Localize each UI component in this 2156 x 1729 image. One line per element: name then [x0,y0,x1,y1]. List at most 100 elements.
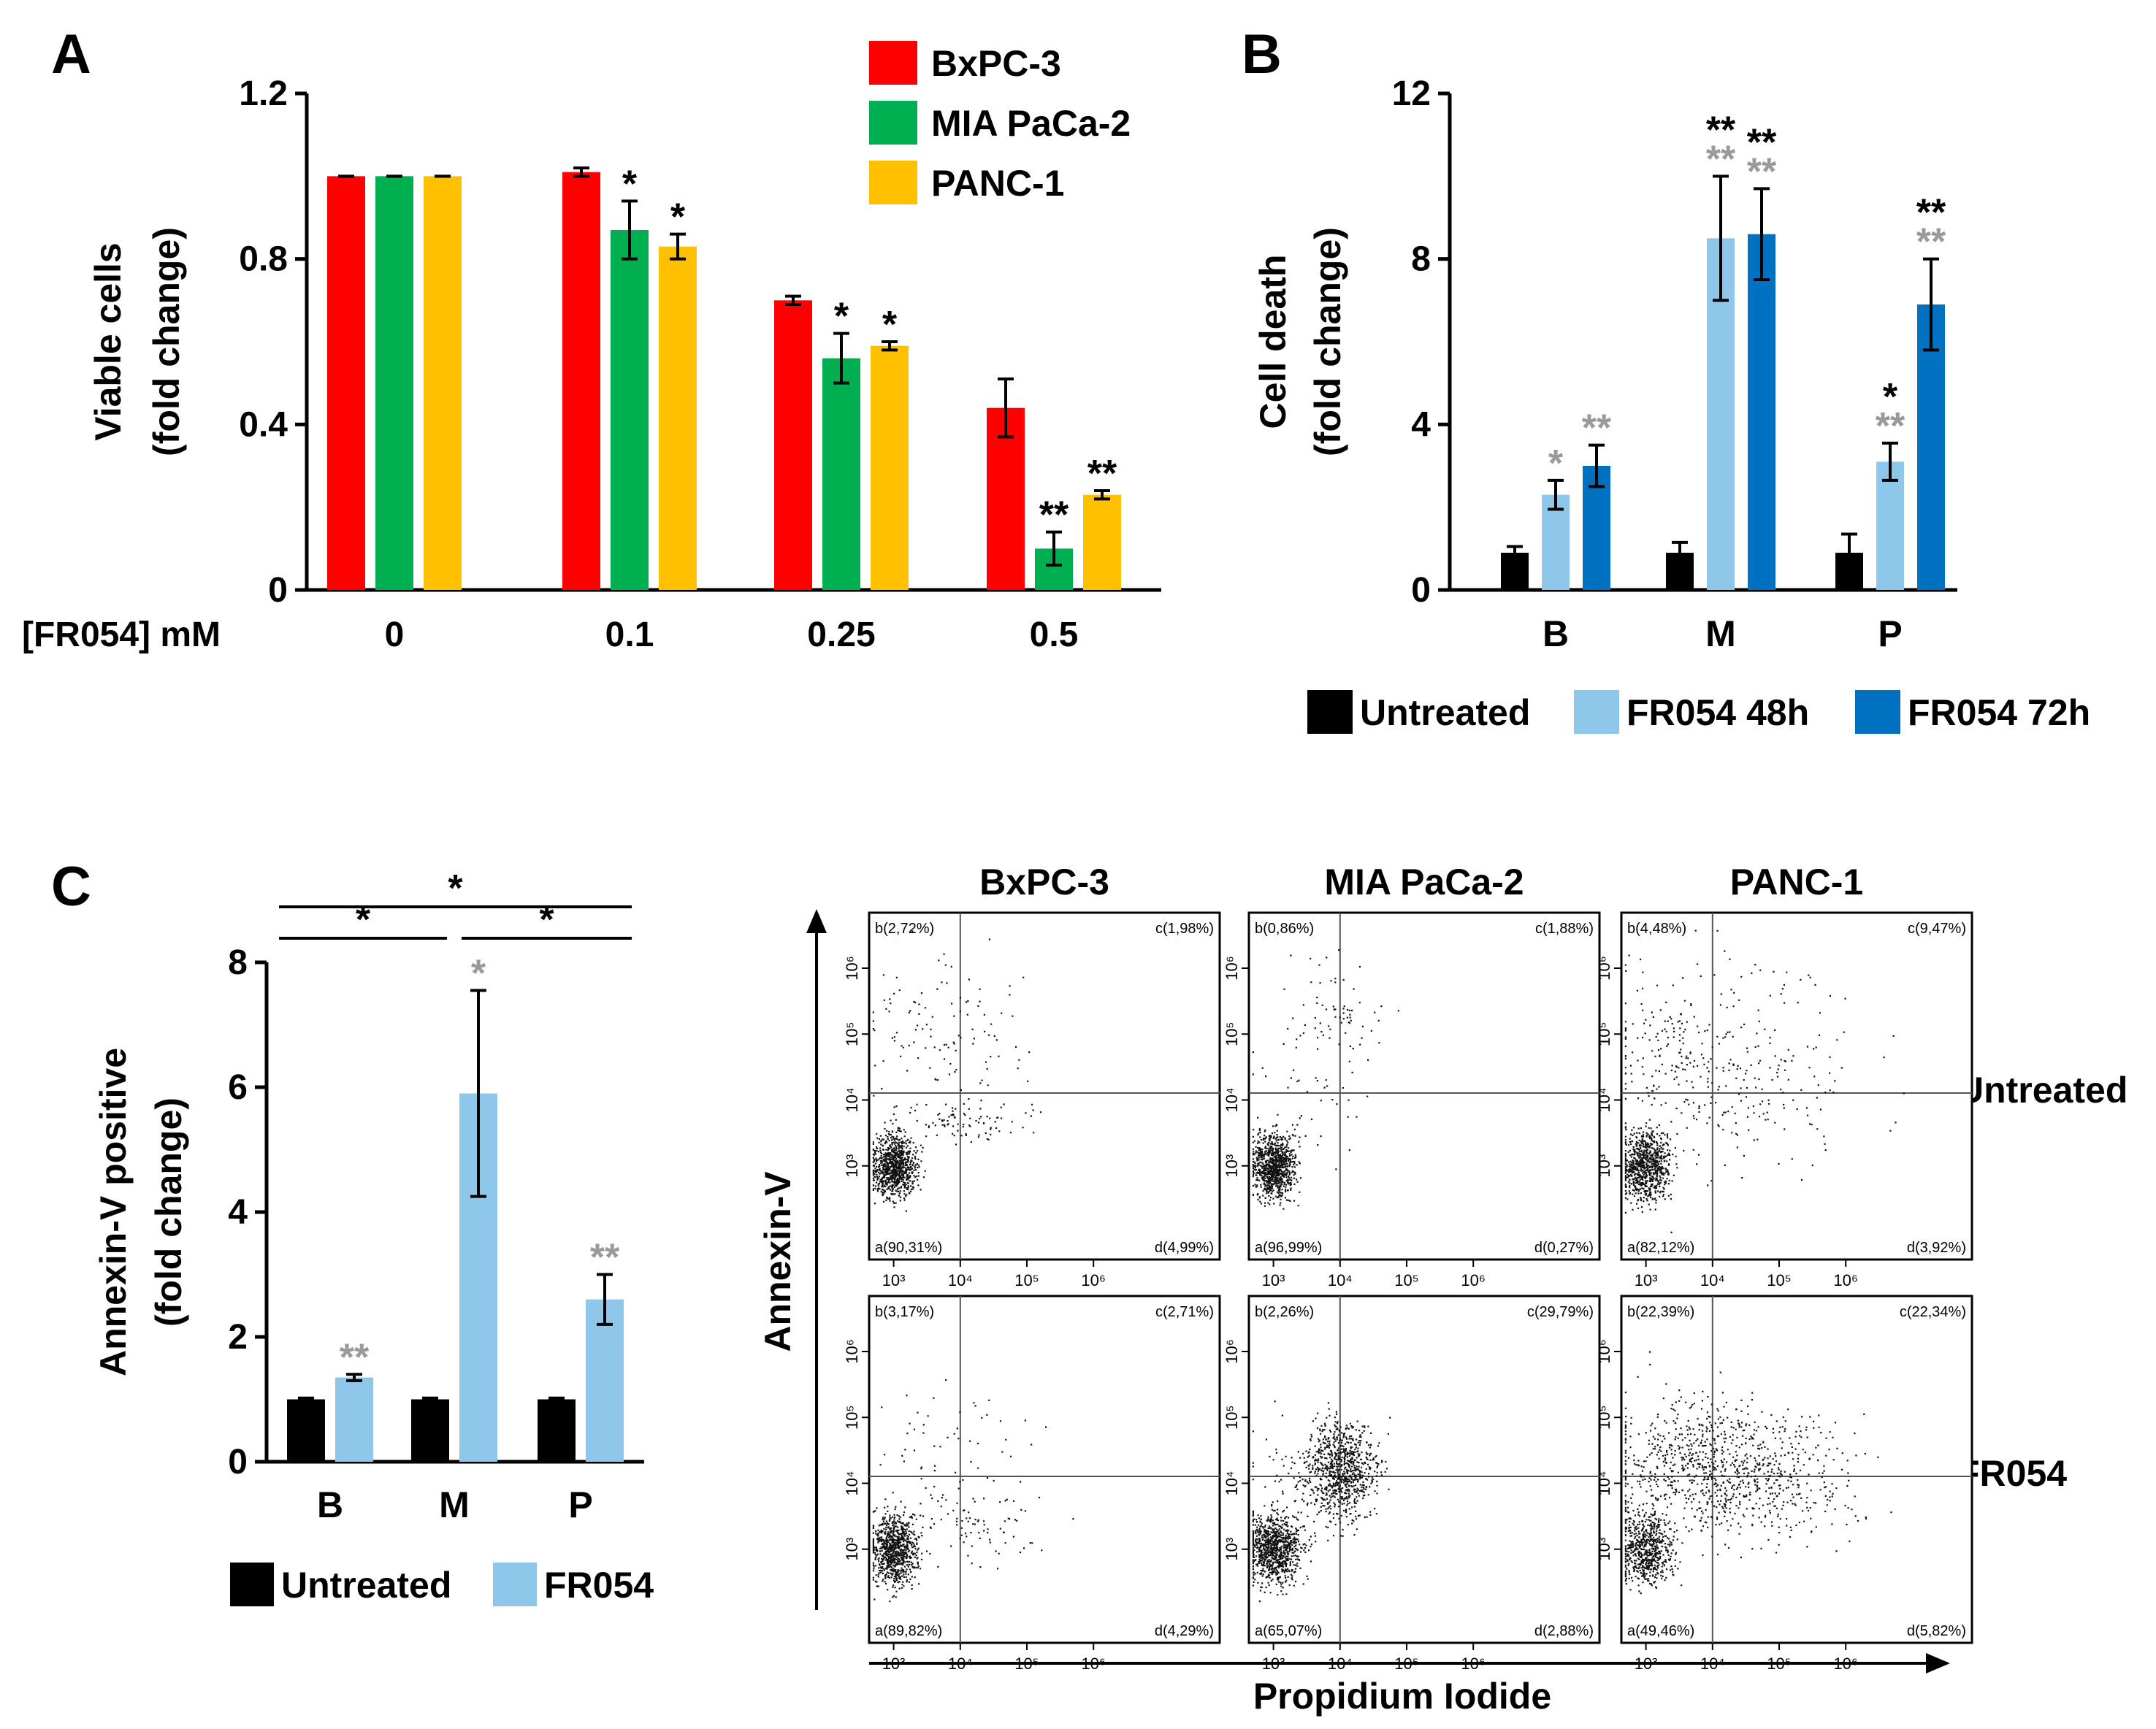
comparison-marker: * [539,899,554,941]
y-tick-label: 10⁶ [1223,956,1241,981]
x-tick-label: 10³ [1635,1655,1658,1673]
bar [822,358,860,590]
legend-swatch [869,161,917,204]
y-tick-label: 4 [228,1193,248,1232]
quadrant-label: b(2,26%) [1255,1304,1314,1320]
x-tick-label: 10³ [882,1271,906,1289]
y-tick-label: 10⁴ [1595,1471,1613,1496]
pi-axis-label: Propidium Iodide [1253,1676,1551,1717]
quadrant-label: c(22,34%) [1900,1304,1966,1320]
quadrant-label: b(0,86%) [1255,921,1314,937]
legend-swatch [1574,690,1619,734]
quadrant-label: a(90,31%) [875,1240,942,1256]
y-axis-label: Viable cells [88,242,129,440]
x-tick-label: 10⁴ [1700,1655,1725,1673]
significance-marker-vs-untreated: ** [1706,138,1736,180]
bar [774,300,812,590]
bar [659,246,697,590]
significance-marker-vs-untreated: ** [1582,407,1612,450]
column-title: MIA PaCa-2 [1324,862,1524,902]
significance-marker-vs-untreated: * [471,952,486,994]
y-tick-label: 10⁴ [843,1471,861,1496]
y-tick-label: 0 [228,1443,248,1481]
plot-frame [868,911,1221,1261]
x-tick-label: 10⁴ [1328,1655,1353,1673]
dot-plot: b(3,17%) c(2,71%) a(89,82%) d(4,29%) 10³ 10⁴ 1… [843,1295,1221,1673]
significance-marker-vs-untreated: ** [1747,150,1777,193]
y-tick-label: 0.4 [239,405,288,444]
quadrant-label: c(9,47%) [1908,921,1966,937]
quadrant-label: d(3,92%) [1907,1240,1966,1256]
x-tick-label: P [1878,613,1902,654]
y-tick-label: 10³ [1595,1154,1613,1178]
legend-label: Untreated [1360,692,1530,733]
y-tick-label: 10³ [1223,1538,1241,1561]
x-tick-label: 10⁵ [1767,1271,1792,1289]
bar [586,1299,624,1462]
quadrant-label: d(4,99%) [1155,1240,1214,1256]
y-tick-label: 2 [228,1318,248,1357]
plot-frame [1620,911,1973,1261]
bar [1876,461,1904,590]
x-tick-label: B [317,1484,343,1525]
dot-plot: b(2,26%) c(29,79%) a(65,07%) d(2,88%) 10³ 10⁴… [1223,1295,1601,1673]
x-tick-label: 10⁶ [1081,1271,1106,1289]
quadrant-label: a(89,82%) [875,1623,942,1639]
x-tick-label: 10⁵ [1767,1655,1792,1673]
y-tick-label: 0.8 [239,240,288,279]
y-tick-label: 1.2 [239,74,288,113]
x-tick-label: 10⁴ [1328,1271,1353,1289]
significance-marker: * [882,304,898,346]
y-tick-label: 10⁴ [1223,1471,1241,1496]
quadrant-label: d(2,88%) [1534,1623,1594,1639]
quadrant-label: a(49,46%) [1627,1623,1694,1639]
x-tick-label: 10⁵ [1394,1655,1419,1673]
arrow-head-icon [806,909,827,933]
quadrant-label: c(2,71%) [1155,1304,1214,1320]
bar [1748,234,1775,590]
x-tick-label: 10⁵ [1014,1271,1039,1289]
y-tick-label: 10³ [1595,1538,1613,1561]
x-tick-label: 10⁶ [1833,1655,1858,1673]
y-tick-label: 10⁵ [1223,1405,1241,1430]
quadrant-label: a(96,99%) [1255,1240,1322,1256]
legend-label: PANC-1 [931,163,1064,204]
dot-plot: b(2,72%) c(1,98%) a(90,31%) d(4,99%) 10³ 10⁴ 1… [843,911,1221,1289]
legend-label: MIA PaCa-2 [931,103,1131,144]
x-tick-label: M [439,1484,470,1525]
bar [424,176,462,591]
quadrant-label: d(5,82%) [1907,1623,1966,1639]
plot-frame [868,1295,1221,1644]
significance-marker-vs-untreated: * [1548,442,1564,485]
significance-marker: ** [1747,121,1777,164]
significance-marker: * [834,296,849,338]
x-tick-label: 10⁶ [1081,1655,1106,1673]
legend-label: FR054 72h [1908,692,2090,733]
quadrant-label: c(1,88%) [1535,921,1594,937]
plot-frame [1247,1295,1601,1644]
y-tick-label: 6 [228,1068,248,1107]
y-tick-label: 10⁵ [1595,1021,1613,1046]
y-tick-label: 10⁶ [1595,956,1613,981]
comparison-marker: * [356,899,371,941]
row-title: Untreated [1957,1070,2128,1111]
bar [411,1399,449,1462]
panel-b-label: B [1242,23,1282,85]
comparison-marker: * [448,867,463,910]
significance-marker-vs-untreated: ** [1916,221,1946,264]
significance-marker-vs-untreated: ** [1876,405,1905,448]
bar [871,345,909,590]
significance-marker: * [1883,376,1898,418]
legend-label: Untreated [281,1565,451,1606]
quadrant-label: b(22,39%) [1627,1304,1694,1320]
x-tick-label: 10⁶ [1833,1271,1858,1289]
legend-swatch [1855,690,1900,734]
panel-a-label: A [51,23,91,85]
column-title: BxPC-3 [979,862,1109,902]
y-tick-label: 10⁴ [1223,1088,1241,1113]
x-tick-label: M [1705,613,1736,654]
